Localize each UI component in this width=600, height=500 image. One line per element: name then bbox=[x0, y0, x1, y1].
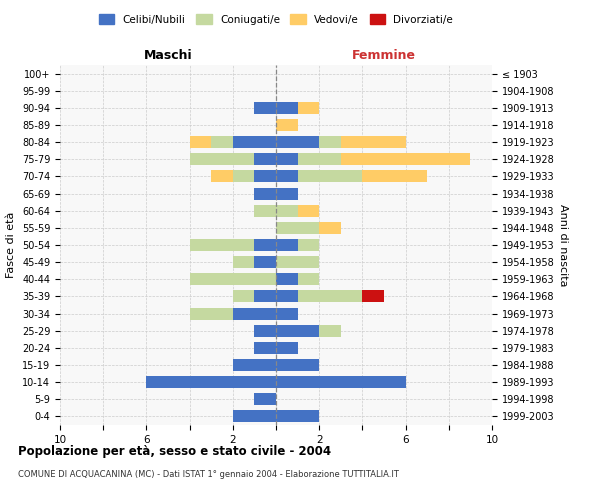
Bar bbox=[276, 170, 298, 182]
Bar bbox=[254, 204, 276, 216]
Bar bbox=[254, 102, 276, 114]
Bar bbox=[341, 154, 470, 166]
Text: Femmine: Femmine bbox=[352, 48, 416, 62]
Bar bbox=[190, 239, 254, 251]
Bar bbox=[190, 154, 254, 166]
Bar bbox=[254, 188, 276, 200]
Bar bbox=[254, 256, 276, 268]
Y-axis label: Anni di nascita: Anni di nascita bbox=[559, 204, 568, 286]
Bar bbox=[276, 308, 298, 320]
Bar bbox=[233, 410, 276, 422]
Bar bbox=[190, 274, 276, 285]
Bar bbox=[276, 376, 406, 388]
Bar bbox=[319, 136, 341, 148]
Bar bbox=[341, 136, 406, 148]
Text: Maschi: Maschi bbox=[143, 48, 193, 62]
Y-axis label: Fasce di età: Fasce di età bbox=[7, 212, 16, 278]
Bar bbox=[276, 324, 319, 336]
Bar bbox=[319, 222, 341, 234]
Bar bbox=[254, 154, 276, 166]
Bar bbox=[233, 136, 276, 148]
Bar bbox=[233, 359, 276, 371]
Legend: Celibi/Nubili, Coniugati/e, Vedovi/e, Divorziati/e: Celibi/Nubili, Coniugati/e, Vedovi/e, Di… bbox=[95, 10, 457, 29]
Bar bbox=[276, 102, 298, 114]
Bar bbox=[190, 308, 233, 320]
Bar bbox=[362, 170, 427, 182]
Bar bbox=[254, 170, 276, 182]
Bar bbox=[190, 136, 211, 148]
Bar bbox=[233, 308, 276, 320]
Bar bbox=[276, 204, 298, 216]
Bar bbox=[233, 170, 254, 182]
Bar bbox=[146, 376, 276, 388]
Bar bbox=[254, 290, 276, 302]
Bar bbox=[276, 342, 298, 354]
Bar bbox=[276, 222, 319, 234]
Bar bbox=[254, 239, 276, 251]
Bar bbox=[276, 359, 319, 371]
Bar bbox=[276, 136, 319, 148]
Bar bbox=[298, 239, 319, 251]
Bar bbox=[319, 324, 341, 336]
Bar bbox=[211, 170, 233, 182]
Bar bbox=[298, 154, 341, 166]
Bar bbox=[254, 324, 276, 336]
Bar bbox=[276, 154, 298, 166]
Bar bbox=[276, 274, 298, 285]
Bar bbox=[276, 290, 298, 302]
Bar bbox=[276, 119, 298, 131]
Bar bbox=[298, 204, 319, 216]
Bar bbox=[276, 410, 319, 422]
Bar bbox=[298, 102, 319, 114]
Text: Popolazione per età, sesso e stato civile - 2004: Popolazione per età, sesso e stato civil… bbox=[18, 445, 331, 458]
Bar bbox=[233, 290, 254, 302]
Bar bbox=[211, 136, 233, 148]
Bar bbox=[276, 188, 298, 200]
Bar bbox=[362, 290, 384, 302]
Bar bbox=[298, 274, 319, 285]
Bar bbox=[254, 342, 276, 354]
Bar bbox=[298, 290, 362, 302]
Bar bbox=[276, 239, 298, 251]
Text: COMUNE DI ACQUACANINA (MC) - Dati ISTAT 1° gennaio 2004 - Elaborazione TUTTITALI: COMUNE DI ACQUACANINA (MC) - Dati ISTAT … bbox=[18, 470, 399, 479]
Bar bbox=[233, 256, 254, 268]
Bar bbox=[276, 256, 319, 268]
Bar bbox=[254, 394, 276, 406]
Bar bbox=[298, 170, 362, 182]
